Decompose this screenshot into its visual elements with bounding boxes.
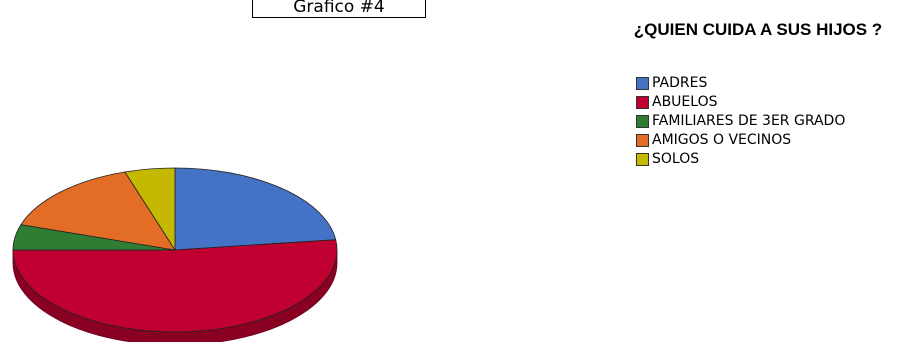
- legend-swatch-solos: [636, 152, 649, 166]
- legend-label-amigos: AMIGOS O VECINOS: [652, 132, 792, 148]
- legend-label-solos: SOLOS: [652, 151, 700, 167]
- legend-item-solos: SOLOS: [636, 150, 845, 168]
- legend: PADRES ABUELOS FAMILIARES DE 3ER GRADO A…: [636, 74, 845, 169]
- pie-slice-padres: [174, 167, 337, 251]
- legend-item-familiares: FAMILIARES DE 3ER GRADO: [636, 112, 845, 130]
- legend-swatch-amigos: [636, 133, 649, 147]
- pie-slice-amigos-o-vecinos: [20, 171, 176, 251]
- chart-title: ¿QUIEN CUIDA A SUS HIJOS ?: [633, 20, 883, 39]
- legend-swatch-abuelos: [636, 95, 649, 109]
- pie-slice-solos: [124, 167, 176, 252]
- legend-item-padres: PADRES: [636, 74, 845, 92]
- figure-caption: Grafico #4: [252, 0, 426, 18]
- legend-label-familiares: FAMILIARES DE 3ER GRADO: [652, 113, 846, 129]
- legend-swatch-familiares: [636, 114, 649, 128]
- legend-label-padres: PADRES: [652, 75, 708, 91]
- pie-slice-abuelos: [12, 239, 338, 333]
- legend-item-abuelos: ABUELOS: [636, 93, 845, 111]
- legend-swatch-padres: [636, 76, 649, 90]
- legend-item-amigos: AMIGOS O VECINOS: [636, 131, 845, 149]
- legend-label-abuelos: ABUELOS: [652, 94, 718, 110]
